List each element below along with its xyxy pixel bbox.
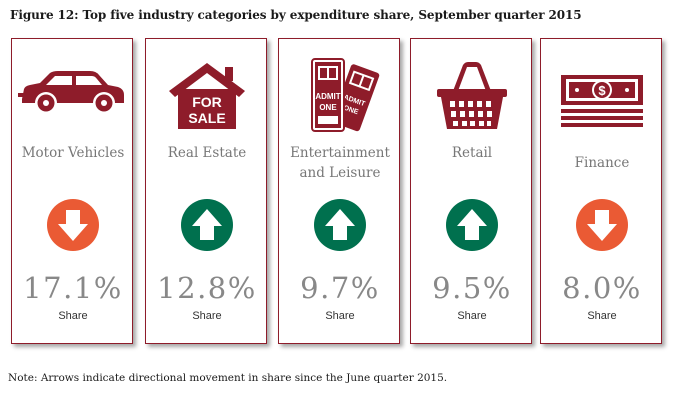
card-real-estate: FOR SALE Real Estate 12.8% Share — [145, 38, 267, 344]
admit-one-tickets-icon: ADMIT ONE ADMIT ONE — [279, 53, 401, 141]
share-label: Share — [58, 310, 88, 322]
money-stack-icon: $ — [541, 73, 663, 137]
arrow-down-icon — [576, 199, 628, 251]
share-label: Share — [192, 310, 222, 322]
share-value: 8.0% — [562, 271, 642, 305]
for-sale-house-icon: FOR SALE — [146, 61, 268, 135]
share-label: Share — [325, 310, 355, 322]
sign-text-for: FOR — [192, 94, 222, 110]
footnote: Note: Arrows indicate directional moveme… — [8, 372, 448, 384]
svg-text:ONE: ONE — [342, 105, 359, 117]
card-label: Retail — [451, 145, 493, 161]
card-label: Finance — [574, 155, 630, 171]
figure-title: Figure 12: Top five industry categories … — [10, 8, 582, 22]
card-label-line2: and Leisure — [299, 165, 381, 181]
share-value: 17.1% — [23, 271, 123, 305]
share-value: 9.7% — [300, 271, 380, 305]
card-label: Real Estate — [167, 145, 247, 161]
arrow-up-icon — [314, 199, 366, 251]
arrow-down-icon — [47, 199, 99, 251]
ticket-text-admit: ADMIT — [315, 92, 340, 101]
share-value: 9.5% — [432, 271, 512, 305]
card-label-line1: Entertainment — [290, 145, 390, 161]
share-label: Share — [587, 310, 617, 322]
shopping-basket-icon — [411, 61, 533, 135]
card-finance: $ Finance 8.0% Share — [540, 38, 662, 344]
card-motor-vehicles: Motor Vehicles 17.1% Share — [11, 38, 133, 344]
card-retail: Retail 9.5% Share — [410, 38, 532, 344]
car-icon — [12, 69, 134, 121]
share-label: Share — [457, 310, 487, 322]
svg-text:$: $ — [598, 83, 606, 98]
sign-text-sale: SALE — [188, 110, 225, 126]
arrow-up-icon — [181, 199, 233, 251]
card-entertainment-leisure: ADMIT ONE ADMIT ONE Entertainment and Le… — [278, 38, 400, 344]
industry-cards: Motor Vehicles 17.1% Share FOR SALE Real… — [11, 38, 662, 344]
share-value: 12.8% — [157, 271, 257, 305]
card-label: Motor Vehicles — [21, 145, 125, 161]
ticket-text-one: ONE — [319, 103, 337, 112]
arrow-up-icon — [446, 199, 498, 251]
